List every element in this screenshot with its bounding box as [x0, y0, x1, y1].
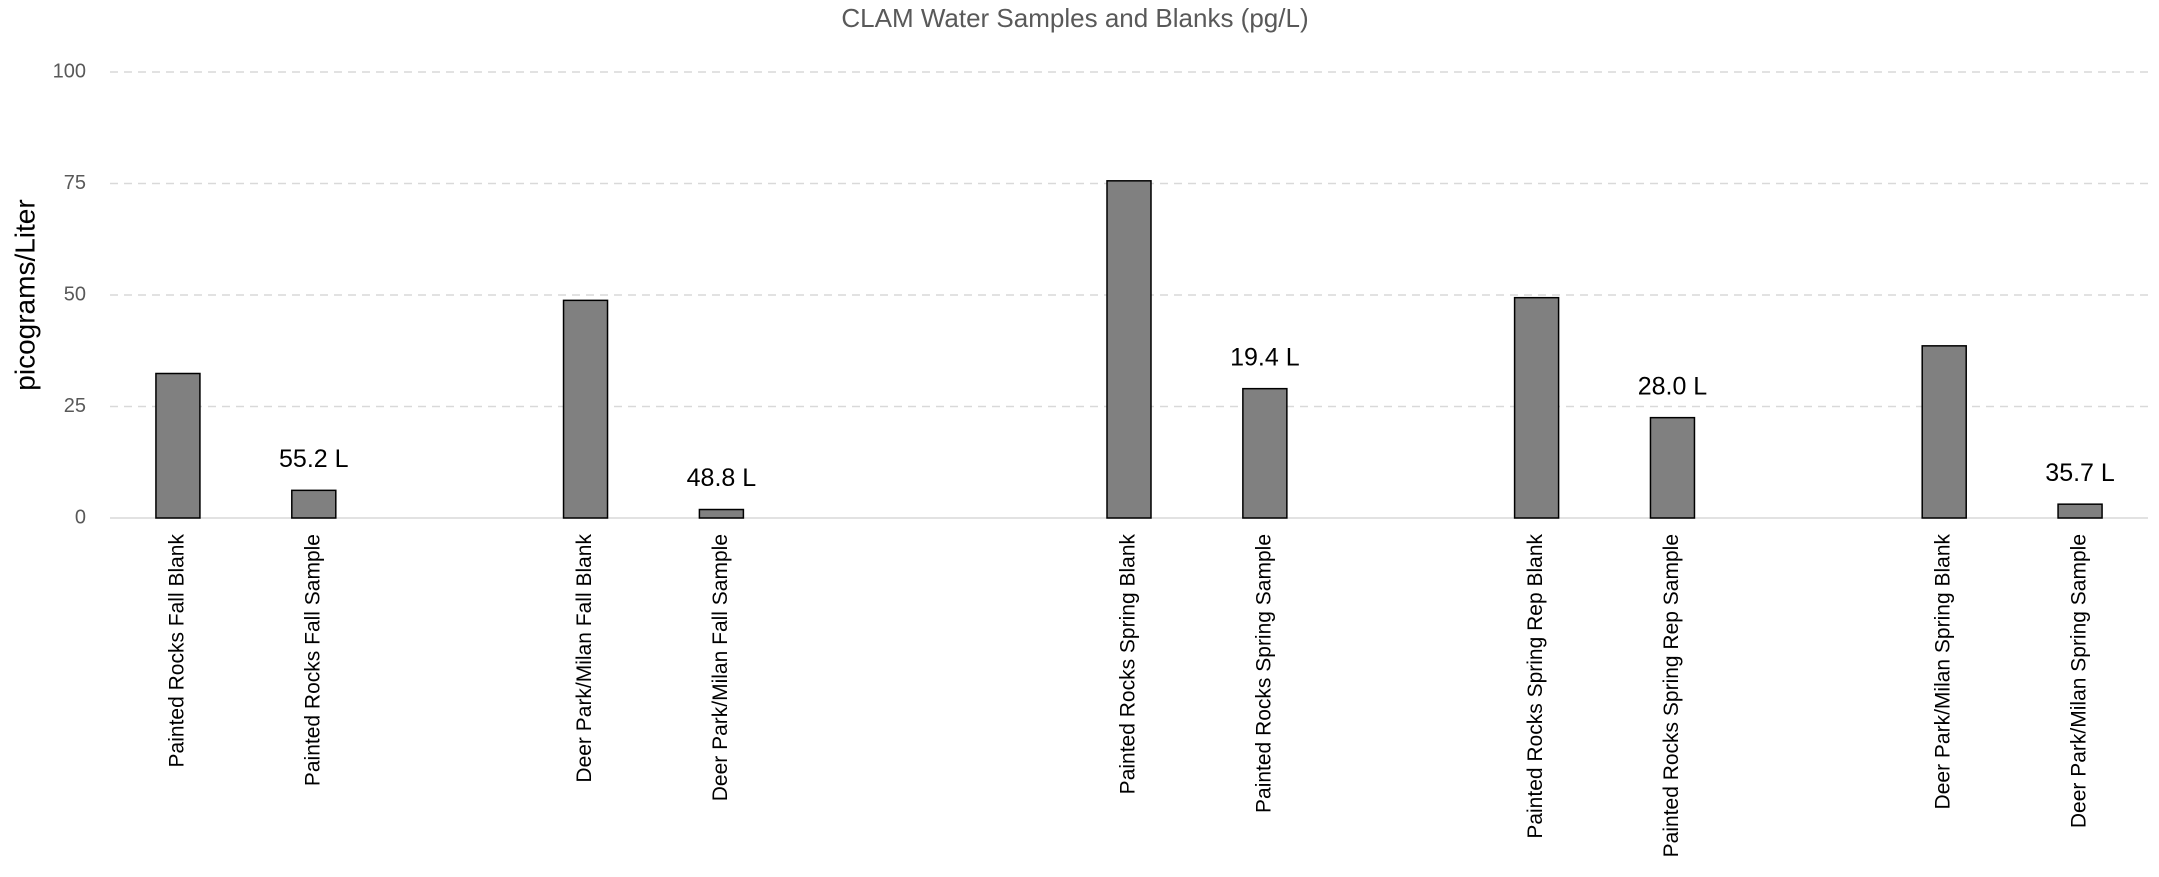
y-tick-label: 25 — [64, 395, 86, 417]
bar — [698, 508, 745, 519]
annotation: 48.8 L — [687, 464, 757, 492]
x-tick-label: Painted Rocks Spring Blank — [1117, 534, 1140, 795]
x-tick-label: Painted Rocks Fall Blank — [165, 534, 188, 768]
x-tick-label: Painted Rocks Spring Sample — [1252, 534, 1275, 813]
bar — [1242, 387, 1288, 519]
bar — [1921, 345, 1967, 519]
x-tick-label: Deer Park/Milan Fall Sample — [709, 534, 732, 801]
x-tick-label: Painted Rocks Fall Sample — [301, 534, 324, 786]
y-tick-label: 0 — [75, 506, 86, 528]
bar — [291, 489, 337, 519]
annotation: 35.7 L — [2045, 459, 2115, 487]
annotation: 55.2 L — [279, 445, 349, 473]
bar — [155, 372, 201, 519]
chart-title: CLAM Water Samples and Blanks (pg/L) — [841, 3, 1308, 33]
y-tick-label: 50 — [64, 283, 86, 305]
x-tick-label: Painted Rocks Spring Rep Blank — [1524, 534, 1547, 839]
y-tick-label: 75 — [64, 172, 86, 194]
y-axis-label: picograms/Liter — [9, 199, 40, 390]
bar — [1513, 296, 1560, 519]
annotation: 28.0 L — [1638, 372, 1708, 400]
bar — [1649, 416, 1696, 519]
bar — [1106, 180, 1152, 519]
bar — [562, 299, 609, 519]
y-tick-label: 100 — [53, 60, 86, 82]
bar — [2057, 503, 2103, 519]
x-tick-label: Deer Park/Milan Spring Blank — [1932, 534, 1955, 810]
x-tick-label: Painted Rocks Spring Rep Sample — [1660, 534, 1683, 857]
x-tick-label: Deer Park/Milan Fall Blank — [573, 534, 596, 783]
annotation: 19.4 L — [1230, 343, 1300, 371]
x-tick-label: Deer Park/Milan Spring Sample — [2068, 534, 2091, 828]
